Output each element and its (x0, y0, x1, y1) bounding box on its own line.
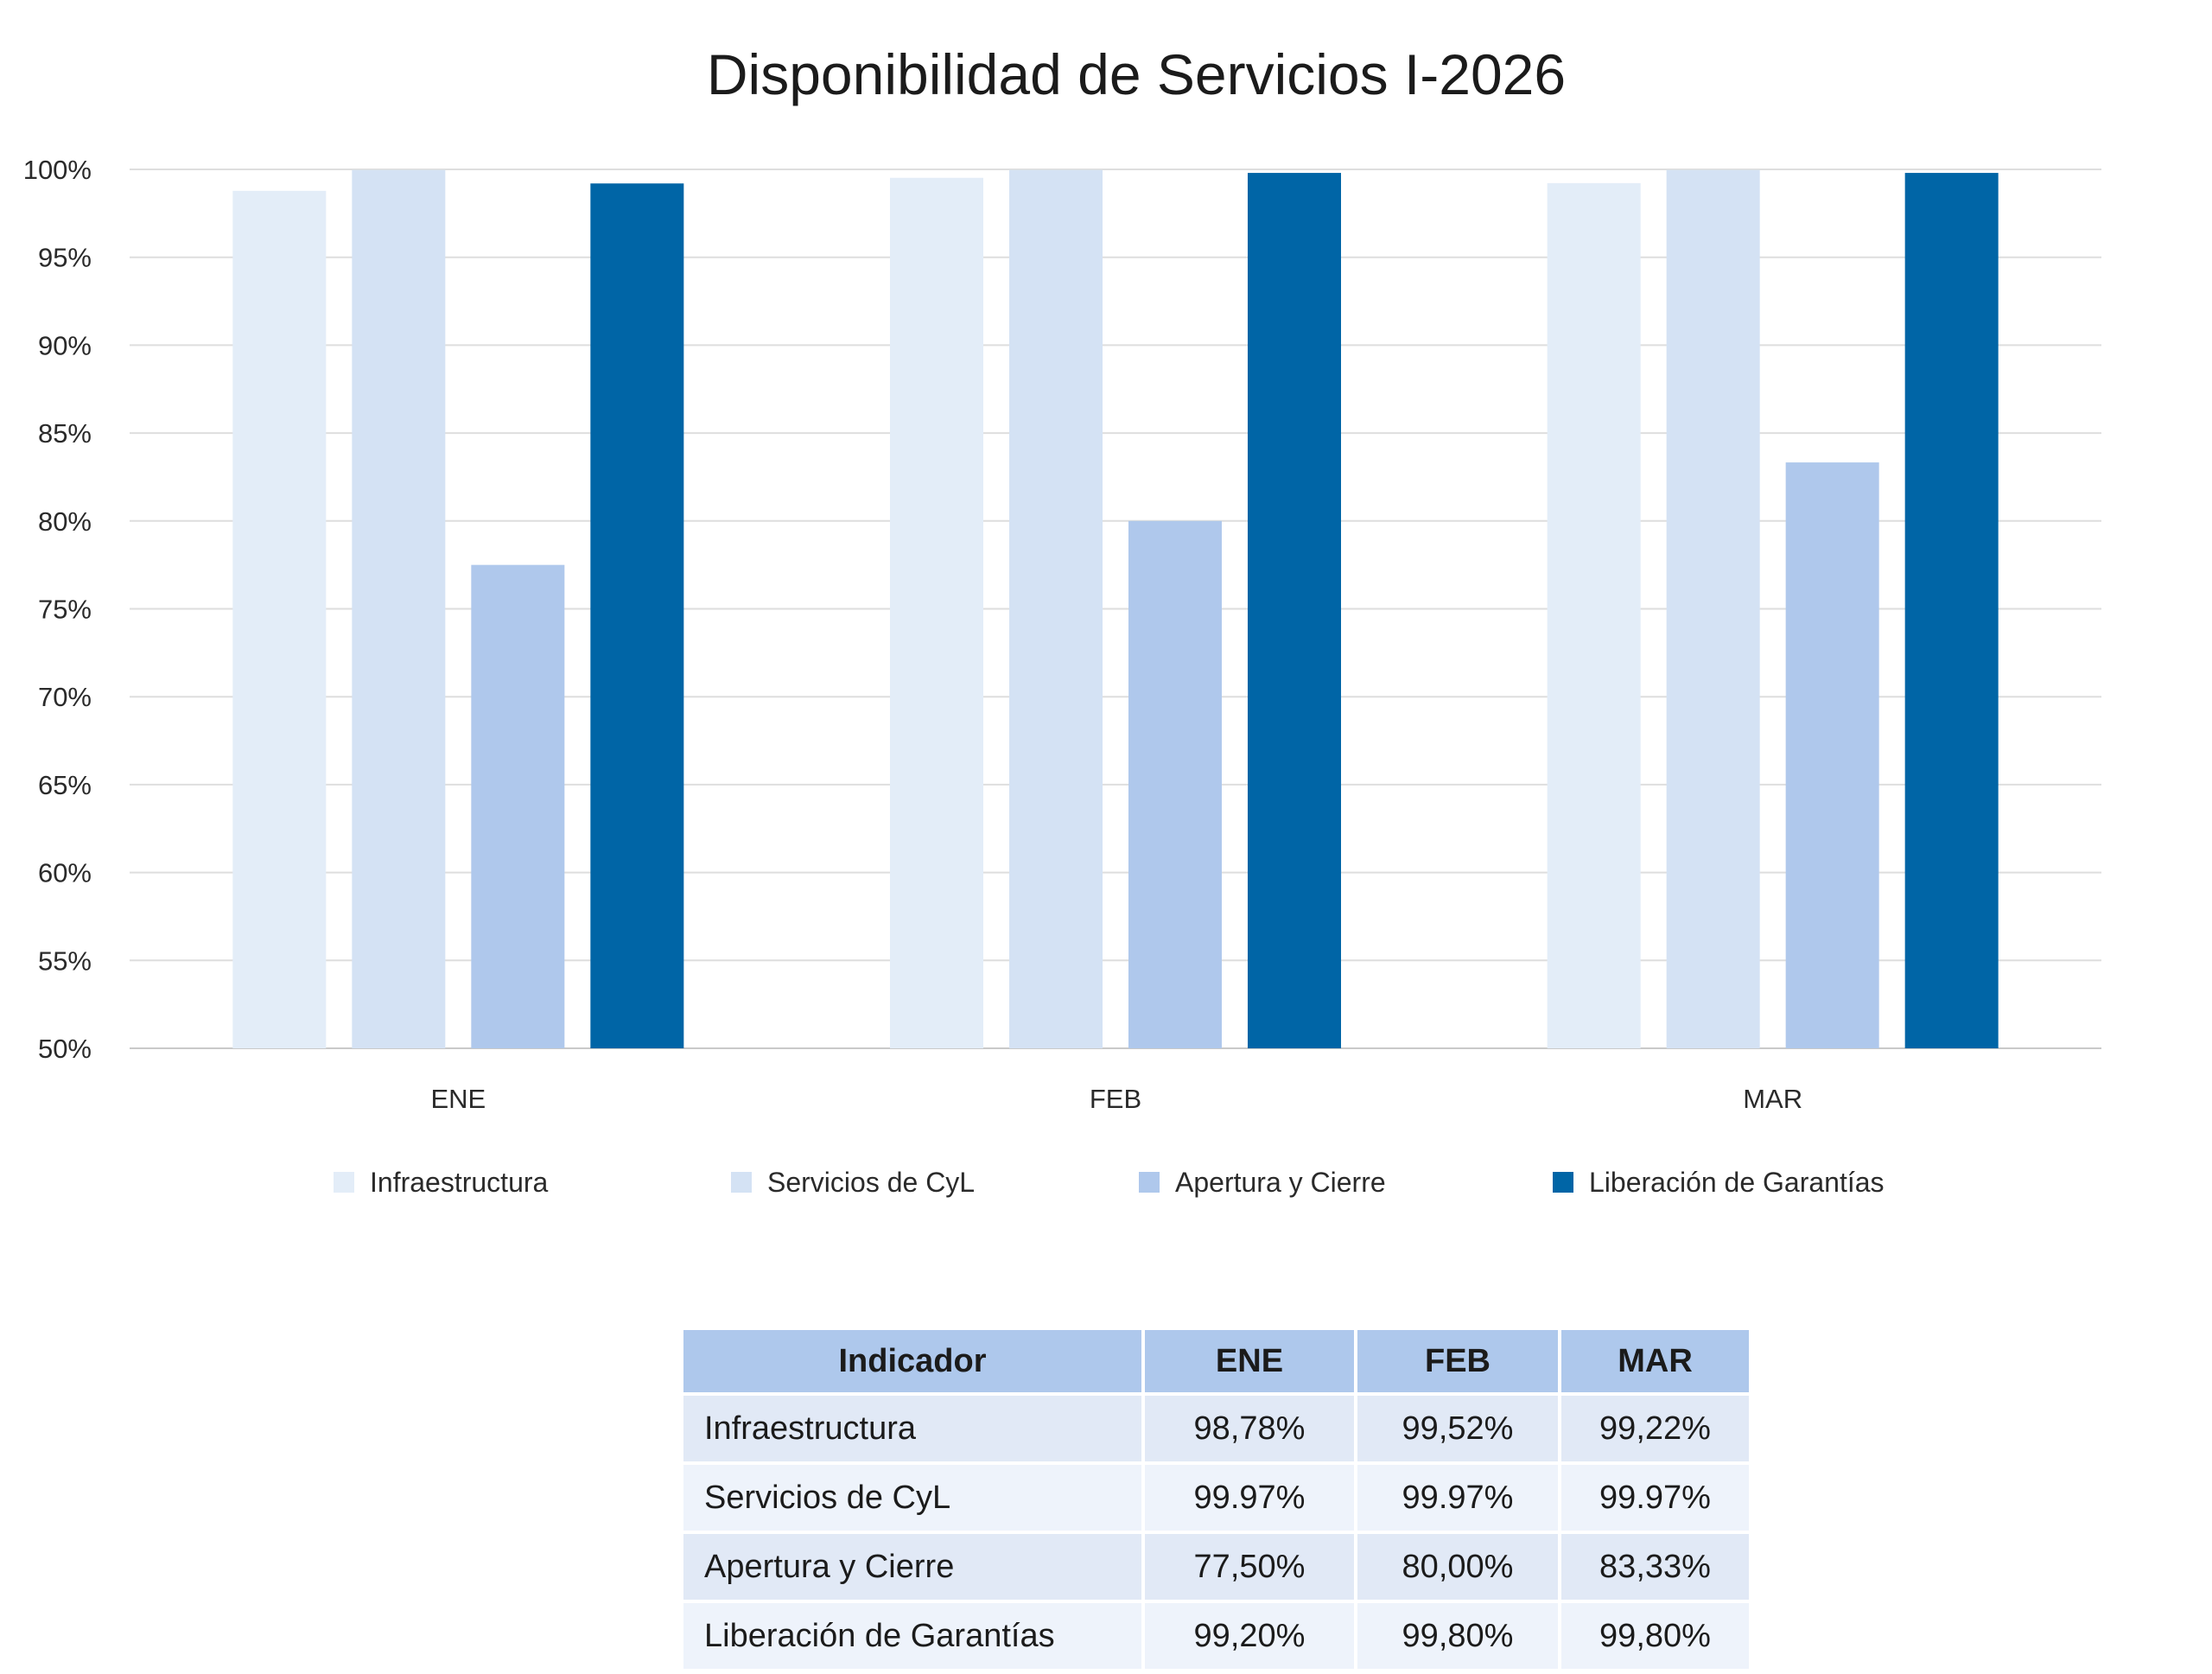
row-label: Infraestructura (683, 1396, 1141, 1461)
row-label: Servicios de CyL (683, 1465, 1141, 1531)
indicator-table: Indicador ENE FEB MAR Infraestructura 98… (680, 1327, 1752, 1672)
y-tick-label: 85% (38, 418, 92, 449)
header-ene: ENE (1145, 1330, 1354, 1392)
x-tick-label: FEB (1090, 1084, 1141, 1114)
gridlines (130, 169, 2101, 1049)
cell-value: 99,20% (1145, 1603, 1354, 1669)
y-tick-label: 60% (38, 858, 92, 888)
legend-swatch (334, 1172, 354, 1193)
legend-swatch (731, 1172, 752, 1193)
cell-value: 99.97% (1561, 1465, 1749, 1531)
bar (1785, 462, 1879, 1048)
axis-labels: 50% 55% 60% 65% 70% 75% 80% 85% 90% 95% 100% ENE FEB… (23, 155, 1802, 1114)
bar (1009, 169, 1103, 1048)
bar (1547, 182, 1641, 1048)
legend-label: Apertura y Cierre (1175, 1167, 1386, 1198)
header-feb: FEB (1357, 1330, 1558, 1392)
bar (1248, 173, 1341, 1048)
cell-value: 83,33% (1561, 1534, 1749, 1600)
x-tick-label: MAR (1743, 1084, 1802, 1114)
y-tick-label: 90% (38, 330, 92, 360)
y-tick-label: 55% (38, 945, 92, 976)
cell-value: 80,00% (1357, 1534, 1558, 1600)
table-row: Infraestructura 98,78% 99,52% 99,22% (683, 1396, 1749, 1461)
bar (232, 190, 327, 1048)
cell-value: 99,80% (1561, 1603, 1749, 1669)
bar-chart: 50% 55% 60% 65% 70% 75% 80% 85% 90% 95% 100% ENE FEB… (23, 155, 2101, 1198)
cell-value: 99,22% (1561, 1396, 1749, 1461)
table-header-row: Indicador ENE FEB MAR (683, 1330, 1749, 1392)
cell-value: 98,78% (1145, 1396, 1354, 1461)
bar (590, 183, 684, 1049)
cell-value: 77,50% (1145, 1534, 1354, 1600)
legend-label: Servicios de CyL (767, 1167, 975, 1198)
legend-swatch (1139, 1172, 1160, 1193)
bar (352, 169, 446, 1048)
y-tick-label: 65% (38, 770, 92, 800)
y-tick-label: 50% (38, 1034, 92, 1064)
y-tick-label: 70% (38, 682, 92, 712)
header-indicador: Indicador (683, 1330, 1141, 1392)
legend: Infraestructura Servicios de CyL Apertura … (334, 1167, 1885, 1198)
row-label: Liberación de Garantías (683, 1603, 1141, 1669)
cell-value: 99,52% (1357, 1396, 1558, 1461)
y-tick-label: 80% (38, 506, 92, 537)
legend-label: Infraestructura (370, 1167, 549, 1198)
bar (1904, 173, 1999, 1048)
header-mar: MAR (1561, 1330, 1749, 1392)
bar (890, 177, 983, 1049)
chart-title: Disponibilidad de Servicios I-2026 (706, 42, 1567, 106)
cell-value: 99.97% (1145, 1465, 1354, 1531)
bar (1128, 520, 1222, 1048)
y-tick-label: 95% (38, 243, 92, 273)
table-row: Liberación de Garantías 99,20% 99,80% 99… (683, 1603, 1749, 1669)
row-label: Apertura y Cierre (683, 1534, 1141, 1600)
legend-label: Liberación de Garantías (1589, 1167, 1885, 1198)
legend-swatch (1553, 1172, 1573, 1193)
table-row: Servicios de CyL 99.97% 99.97% 99.97% (683, 1465, 1749, 1531)
x-tick-label: ENE (430, 1084, 486, 1114)
table-row: Apertura y Cierre 77,50% 80,00% 83,33% (683, 1534, 1749, 1600)
bars (232, 169, 1999, 1049)
y-tick-label: 100% (23, 155, 92, 185)
y-tick-label: 75% (38, 595, 92, 625)
cell-value: 99.97% (1357, 1465, 1558, 1531)
cell-value: 99,80% (1357, 1603, 1558, 1669)
bar (1666, 169, 1760, 1048)
bar (471, 564, 565, 1048)
